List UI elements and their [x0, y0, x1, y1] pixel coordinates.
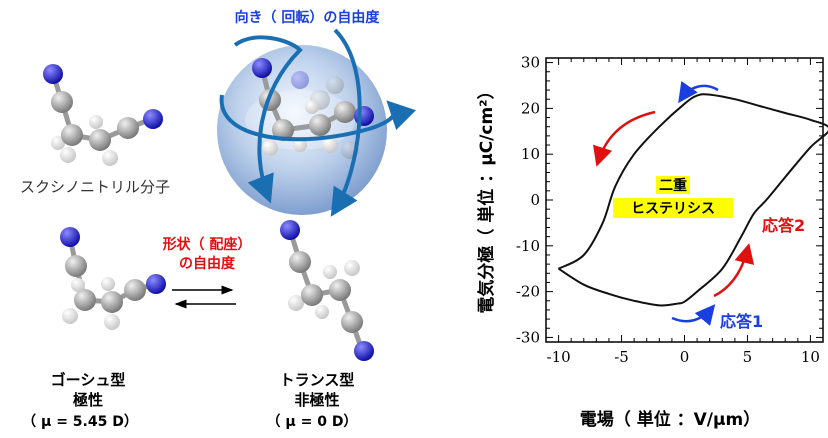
rotation-arrow [330, 28, 362, 217]
y-tick-label: -30 [516, 328, 540, 346]
carbon-atom [61, 124, 83, 146]
plot-frame [545, 57, 824, 343]
blue-curve-arrow [678, 80, 719, 104]
hysteresis-loop-line [557, 93, 828, 307]
y-axis-label: 電気分極（ 単位 ：μC/cm²） [476, 82, 497, 313]
hydrogen-atom [89, 115, 103, 129]
y-tick-label: 10 [521, 145, 540, 163]
y-tick-label: 20 [521, 99, 540, 117]
trans-polarity: 非極性 [294, 391, 339, 409]
trans-name: トランス型 [280, 371, 355, 389]
conformation-freedom-line2: の自由度 [179, 255, 236, 272]
trans-molecule [280, 220, 374, 361]
molecule-top-left [43, 64, 163, 166]
gauche-name: ゴーシュ型 [51, 371, 126, 389]
trans-dipole: （ μ = 0 D） [267, 414, 358, 430]
x-tick-label: -10 [547, 348, 571, 366]
nitrogen-atom [43, 64, 63, 84]
double-hysteresis-line1: 二重 [659, 177, 687, 194]
red-curve-arrow [593, 110, 656, 167]
y-tick-label: 30 [521, 54, 540, 72]
conformation-freedom-line1: 形状（ 配座） [163, 236, 252, 253]
response2-label: 応答2 [762, 216, 805, 235]
response1-label: 応答1 [720, 312, 763, 331]
hydrogen-atom [102, 150, 118, 166]
hydrogen-atom [51, 136, 65, 150]
red-curve-arrow [713, 243, 755, 298]
highlight-box [613, 198, 733, 218]
hysteresis-chart: -10 -5 0 5 10 -30 -20 -10 0 10 20 30 電場（ 単位 ：V/μm）… [476, 54, 828, 430]
y-tick-label: 0 [530, 191, 540, 209]
y-tick-label: -20 [516, 283, 540, 301]
x-tick-label: 0 [680, 348, 690, 366]
hydrogen-atom [60, 147, 76, 163]
highlight-box [656, 176, 690, 194]
y-axis-ticks: -30 -20 -10 0 10 20 30 [516, 54, 823, 346]
y-tick-label: -10 [516, 237, 540, 255]
rotation-sphere [217, 28, 417, 217]
blue-curve-arrow [671, 304, 716, 326]
gauche-dipole: （ μ = 5.45 D） [22, 414, 138, 430]
x-tick-label: 5 [743, 348, 753, 366]
x-tick-label: 10 [801, 348, 820, 366]
rotation-freedom-label: 向き（ 回転）の自由度 [235, 9, 381, 26]
carbon-atom [117, 117, 139, 139]
double-hysteresis-line2: ヒステリシス [631, 201, 715, 217]
gauche-polarity: 極性 [72, 391, 103, 409]
rotation-arrow [233, 35, 303, 204]
x-axis-label: 電場（ 単位 ：V/μm） [580, 409, 760, 430]
x-tick-label: -5 [614, 348, 629, 366]
carbon-atom [89, 129, 111, 151]
nitrogen-atom [143, 109, 163, 129]
molecule-name: スクシノニトリル分子 [20, 178, 170, 196]
gauche-molecule [60, 227, 166, 330]
rotation-arrow [219, 94, 417, 142]
carbon-atom [51, 91, 73, 113]
